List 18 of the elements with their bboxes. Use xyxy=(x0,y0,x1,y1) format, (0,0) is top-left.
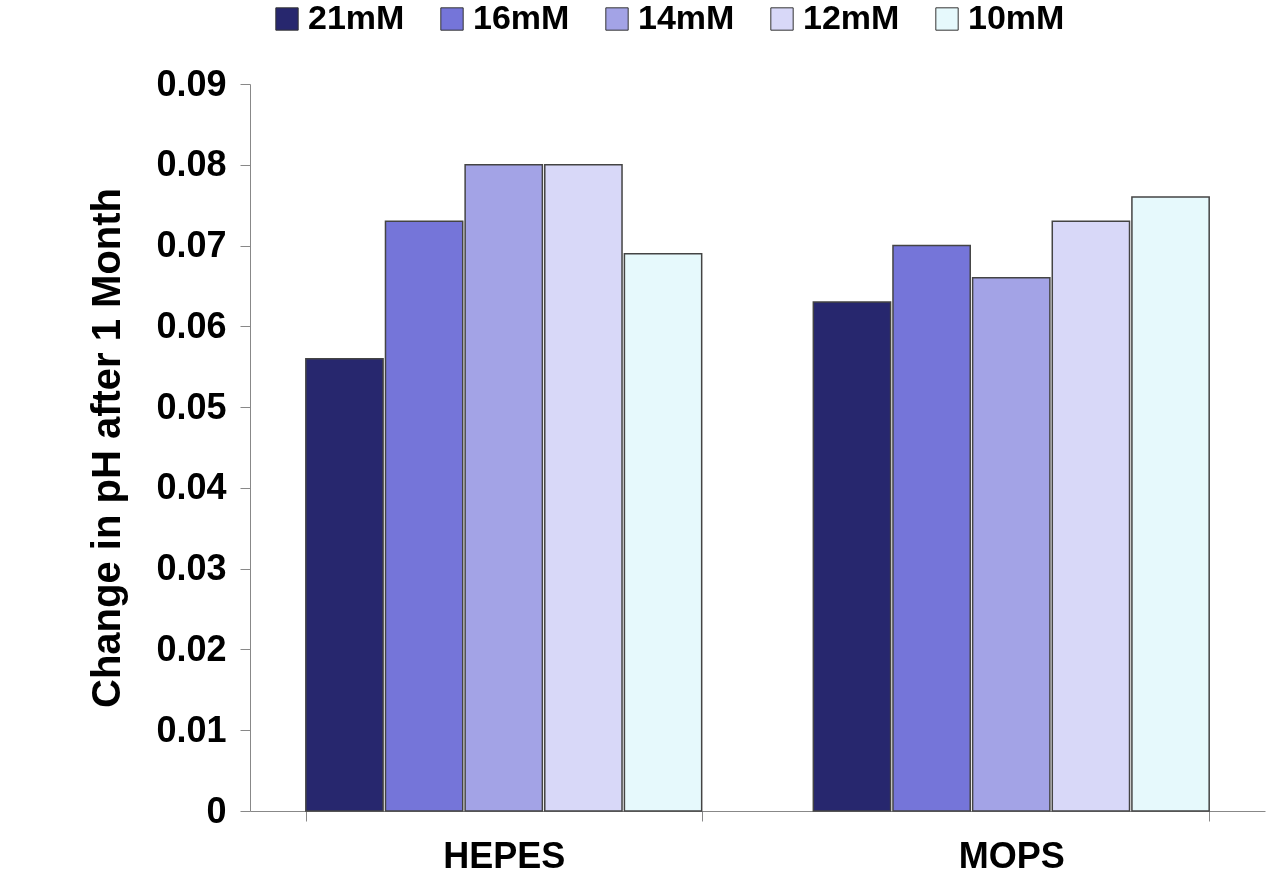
y-tick-label: 0.03 xyxy=(156,547,227,589)
legend-label: 12mM xyxy=(803,0,900,36)
y-tick-label: 0.09 xyxy=(156,62,227,104)
y-tick-label: 0.08 xyxy=(156,143,227,185)
legend-label: 21mM xyxy=(308,0,405,36)
y-tick-label: 0.02 xyxy=(156,627,227,669)
y-axis-title: Change in pH after 1 Month xyxy=(84,188,129,708)
y-tick-label: 0.04 xyxy=(156,466,227,508)
y-tick-label: 0.06 xyxy=(156,304,227,346)
legend-label: 16mM xyxy=(473,0,570,36)
y-tick-label: 0.07 xyxy=(156,224,227,266)
x-tick-label: MOPS xyxy=(958,834,1065,876)
y-tick-label: 0.05 xyxy=(156,385,227,427)
legend-label: 14mM xyxy=(638,0,735,36)
x-tick-label: HEPES xyxy=(443,834,566,876)
y-tick-label: 0.01 xyxy=(156,708,227,750)
legend-label: 10mM xyxy=(968,0,1065,36)
y-tick-label: 0 xyxy=(206,789,227,831)
